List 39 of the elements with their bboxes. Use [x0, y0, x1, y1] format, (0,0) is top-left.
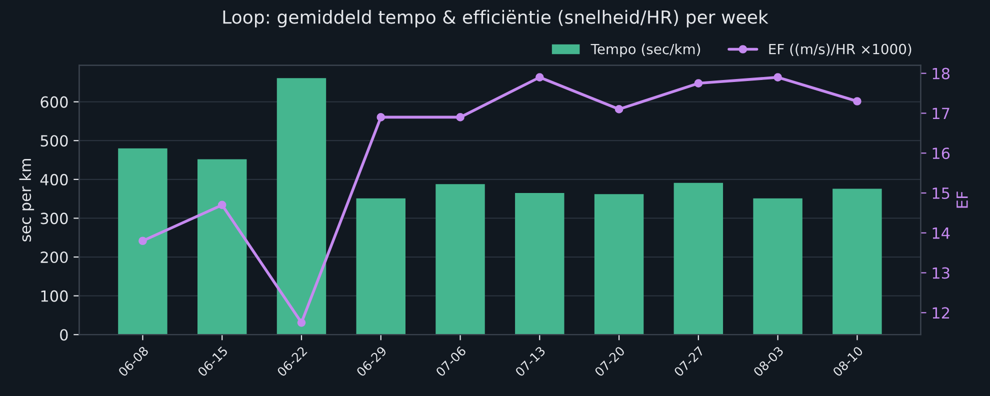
y-axis-title: sec per km [19, 158, 34, 242]
chart-title: Loop: gemiddeld tempo & efficiëntie (snelheid/HR) per week [223, 10, 768, 28]
y2-tick-label: 14 [932, 228, 950, 239]
legend-label: EF ((m/s)/HR ×1000) [769, 44, 912, 56]
bar [594, 194, 644, 335]
bar [515, 192, 564, 335]
y-tick-label: 500 [40, 135, 68, 147]
bar [436, 184, 485, 335]
bar [356, 198, 406, 335]
point [694, 79, 703, 88]
point [774, 73, 782, 82]
bar [674, 182, 724, 335]
y-tick-label: 300 [40, 212, 68, 224]
point [456, 113, 464, 122]
point [853, 97, 862, 106]
y-tick-label: 600 [40, 96, 68, 108]
bar [832, 188, 882, 335]
y2-axis-title: EF [956, 192, 968, 208]
bar [197, 159, 247, 335]
point [614, 105, 624, 114]
bar [118, 148, 168, 335]
y-tick-label: 0 [60, 329, 68, 341]
y2-tick-label: 18 [932, 68, 950, 80]
y2-tick-label: 13 [932, 267, 950, 279]
y-tick-label: 200 [40, 251, 68, 264]
point [535, 73, 544, 82]
bar [753, 198, 802, 335]
y2-tick-label: 12 [932, 307, 950, 318]
point [218, 200, 226, 210]
y2-tick-label: 16 [932, 148, 950, 160]
y2-tick-label: 15 [932, 188, 950, 200]
point [297, 318, 306, 327]
legend-label: Tempo (sec/km) [590, 44, 700, 58]
bar [276, 78, 326, 335]
y-tick-label: 400 [40, 174, 68, 186]
y2-tick-label: 17 [932, 108, 950, 120]
y-tick-label: 100 [41, 290, 68, 302]
point [138, 236, 147, 246]
point [376, 113, 386, 122]
